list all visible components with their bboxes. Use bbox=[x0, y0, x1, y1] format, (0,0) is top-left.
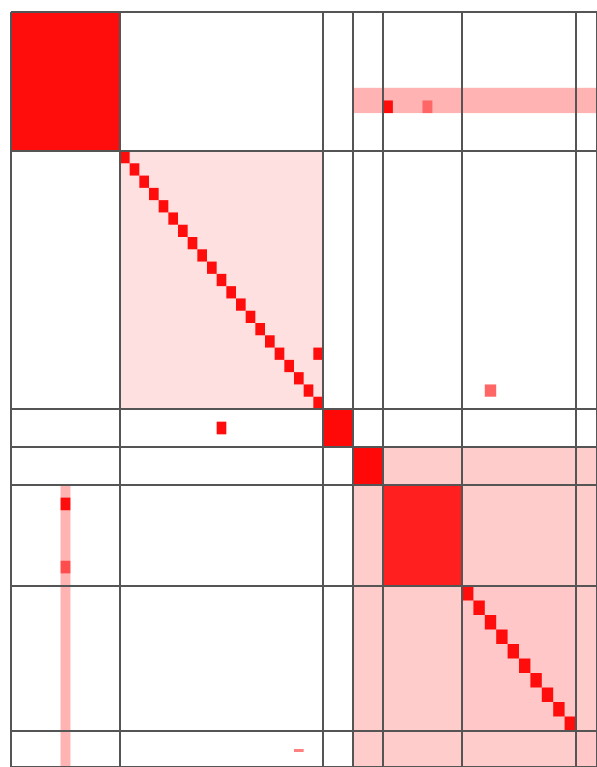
heatmap-block-block bbox=[11, 12, 120, 151]
heatmap-diagonal-cell bbox=[541, 687, 554, 702]
heatmap-diagonal-cell bbox=[236, 298, 246, 311]
heatmap-block-block bbox=[323, 409, 353, 447]
heatmap-cell bbox=[313, 347, 323, 360]
heatmap-diagonal-cell bbox=[462, 586, 474, 601]
heatmap-diagonal-cell bbox=[530, 673, 542, 688]
heatmap-diagonal-cell bbox=[255, 323, 265, 336]
heatmap-diagonal-cell bbox=[245, 310, 256, 323]
heatmap-block-stripe bbox=[353, 87, 597, 114]
heatmap-diagonal-cell bbox=[158, 200, 169, 213]
heatmap-diagonal-cell bbox=[284, 359, 294, 373]
heatmap-cell bbox=[294, 749, 304, 752]
heatmap-block-stripe bbox=[60, 485, 71, 767]
heatmap-cell bbox=[60, 560, 71, 574]
heatmap-cell bbox=[422, 100, 433, 114]
heatmap-diagonal-cell bbox=[313, 396, 323, 409]
heatmap-diagonal-cell bbox=[197, 249, 207, 262]
heatmap-diagonal-cell bbox=[139, 175, 149, 188]
heatmap-diagonal-cell bbox=[168, 212, 178, 225]
heatmap-diagonal-cell bbox=[149, 187, 159, 201]
heatmap-block-block bbox=[383, 485, 462, 586]
heatmap-cell bbox=[484, 384, 497, 397]
heatmap-diagonal-cell bbox=[473, 600, 485, 615]
heatmap-diagonal-cell bbox=[484, 615, 497, 630]
heatmap-diagonal-cell bbox=[226, 286, 236, 299]
heatmap-diagonal-cell bbox=[120, 151, 130, 164]
heatmap-block-block bbox=[353, 447, 383, 485]
heatmap-diagonal-cell bbox=[553, 702, 565, 717]
heatmap-diagonal-cell bbox=[207, 261, 217, 274]
heatmap-diagonal-cell bbox=[496, 629, 508, 644]
heatmap-cell bbox=[216, 421, 227, 435]
heatmap-empty-region bbox=[11, 447, 41, 767]
heatmap-diagonal-cell bbox=[507, 644, 519, 659]
heatmap-diagonal-cell bbox=[274, 347, 285, 360]
heatmap-diagonal-cell bbox=[187, 237, 198, 250]
heatmap-diagonal-cell bbox=[303, 384, 314, 397]
heatmap-diagonal-cell bbox=[129, 163, 140, 176]
heatmap-diagonal-cell bbox=[294, 372, 304, 385]
heatmap-diagonal-cell bbox=[216, 273, 227, 287]
heatmap-cell bbox=[383, 100, 393, 114]
heatmap-diagonal-cell bbox=[178, 224, 188, 237]
heatmap-diagonal-cell bbox=[519, 658, 531, 673]
heatmap-diagonal-cell bbox=[265, 335, 275, 348]
heatmap-block-block bbox=[576, 731, 597, 767]
heatmap-cell bbox=[60, 497, 71, 511]
heatmap-diagonal-cell bbox=[564, 716, 576, 731]
